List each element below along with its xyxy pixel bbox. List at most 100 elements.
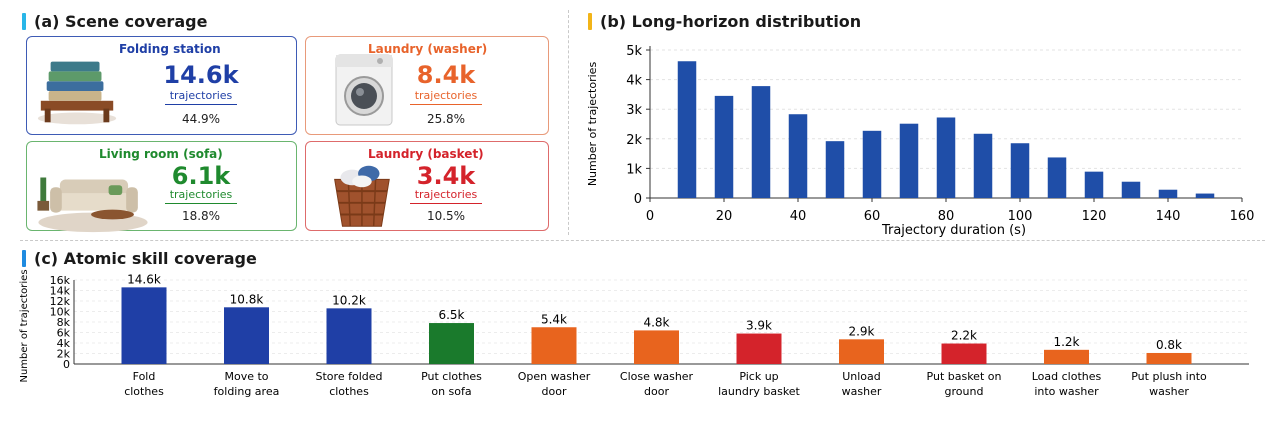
panel-b-accent-bar — [588, 13, 592, 30]
scene-card-label: trajectories — [414, 188, 478, 201]
histogram-bar — [751, 86, 771, 198]
y-axis-label: Number of trajectories — [586, 62, 599, 187]
x-category-label: into washer — [1034, 385, 1099, 398]
x-category-label: folding area — [214, 385, 280, 398]
data-label: 5.4k — [541, 312, 567, 326]
x-category-label: on sofa — [431, 385, 471, 398]
histogram-bar — [973, 133, 993, 198]
scene-card-underline — [410, 203, 482, 204]
data-label: 0.8k — [1156, 338, 1182, 352]
y-tick-label: 8k — [57, 316, 71, 329]
x-tick-label: 80 — [938, 209, 955, 224]
skill-bar — [1146, 352, 1192, 364]
panel-b-title: (b) Long-horizon distribution — [588, 12, 861, 31]
scene-card-title: Living room (sofa) — [99, 147, 223, 161]
scene-card-label: trajectories — [169, 89, 233, 102]
x-category-label: laundry basket — [718, 385, 800, 398]
data-label: 2.2k — [951, 329, 977, 343]
y-tick-label: 14k — [50, 285, 71, 298]
histogram-bar — [1010, 143, 1030, 198]
y-tick-label: 0 — [634, 192, 642, 207]
skill-bar — [326, 308, 372, 364]
scene-card-percent: 18.8% — [181, 209, 221, 223]
scene-card-title: Laundry (washer) — [368, 42, 488, 56]
y-tick-label: 4k — [57, 337, 71, 350]
histogram-bar — [936, 117, 956, 198]
data-label: 4.8k — [643, 315, 669, 329]
histogram-bar — [1121, 181, 1141, 198]
laundry-basket-icon — [314, 156, 406, 234]
x-category-label: Store folded — [316, 370, 383, 383]
scene-card-value: 14.6k — [163, 61, 239, 89]
y-tick-label: 12k — [50, 295, 71, 308]
x-tick-label: 60 — [864, 209, 881, 224]
horizontal-divider — [20, 240, 1265, 241]
skill-bar — [736, 333, 782, 364]
y-tick-label: 16k — [50, 274, 71, 287]
y-tick-label: 1k — [626, 162, 642, 177]
scene-card-value: 8.4k — [416, 61, 476, 89]
skill-bar — [941, 343, 987, 364]
panel-c-title: (c) Atomic skill coverage — [22, 249, 257, 268]
scene-card-value: 3.4k — [416, 162, 476, 190]
x-category-label: clothes — [329, 385, 369, 398]
x-category-label: Move to — [224, 370, 268, 383]
panel-a-title: (a) Scene coverage — [22, 12, 207, 31]
histogram-bar — [1158, 189, 1178, 198]
y-axis-label: Number of trajectories — [19, 269, 30, 382]
vertical-divider — [568, 10, 569, 235]
x-axis-label: Trajectory duration (s) — [881, 223, 1026, 238]
panel-b-title-text: (b) Long-horizon distribution — [600, 12, 862, 31]
y-tick-label: 6k — [57, 327, 71, 340]
x-category-label: Put clothes — [421, 370, 482, 383]
x-category-label: door — [542, 385, 567, 398]
x-tick-label: 0 — [646, 209, 654, 224]
scene-card-underline — [165, 203, 237, 204]
data-label: 10.8k — [230, 292, 264, 306]
skill-bar — [121, 287, 167, 364]
x-category-label: Load clothes — [1032, 370, 1102, 383]
sofa-icon — [31, 158, 155, 236]
scene-card: Folding station 14.6k trajectories 44.9% — [26, 36, 297, 135]
x-category-label: Fold — [133, 370, 156, 383]
x-tick-label: 120 — [1082, 209, 1107, 224]
scene-card-underline — [410, 104, 482, 105]
data-label: 1.2k — [1053, 335, 1079, 349]
x-category-label: washer — [842, 385, 882, 398]
scene-card-percent: 25.8% — [426, 112, 466, 126]
histogram-bar — [677, 61, 697, 198]
panel-a-accent-bar — [22, 13, 26, 30]
data-label: 14.6k — [127, 272, 161, 286]
scene-card-title: Laundry (basket) — [368, 147, 484, 161]
skill-bar — [429, 323, 474, 364]
data-label: 3.9k — [746, 319, 772, 333]
x-category-label: washer — [1149, 385, 1189, 398]
x-category-label: door — [644, 385, 669, 398]
x-tick-label: 40 — [790, 209, 807, 224]
scene-card-title: Folding station — [119, 42, 221, 56]
scene-card: Laundry (washer) 8.4k trajectories 25.8% — [305, 36, 549, 135]
y-tick-label: 3k — [626, 103, 642, 118]
x-category-label: Put plush into — [1131, 370, 1207, 383]
histogram-bar — [1195, 193, 1215, 198]
data-label: 10.2k — [332, 293, 366, 307]
scene-card: Living room (sofa) 6.1k trajectories 18.8% — [26, 141, 297, 233]
skill-bar — [1044, 349, 1089, 364]
histogram-bar — [1084, 171, 1104, 198]
histogram-bar — [714, 95, 734, 198]
y-tick-label: 2k — [626, 133, 642, 148]
y-tick-label: 0 — [63, 358, 70, 371]
x-tick-label: 100 — [1008, 209, 1033, 224]
histogram-bar — [1047, 157, 1067, 198]
x-category-label: Pick up — [739, 370, 778, 383]
y-tick-label: 4k — [626, 74, 642, 89]
scene-card-underline — [165, 104, 237, 105]
histogram-bar — [862, 130, 882, 198]
scene-card: Laundry (basket) 3.4k trajectories 10.5% — [305, 141, 549, 231]
x-category-label: Put basket on — [927, 370, 1002, 383]
panel-a-title-text: (a) Scene coverage — [34, 12, 208, 31]
data-label: 6.5k — [438, 308, 464, 322]
panel-c-title-text: (c) Atomic skill coverage — [34, 249, 257, 268]
y-tick-label: 5k — [626, 44, 642, 59]
